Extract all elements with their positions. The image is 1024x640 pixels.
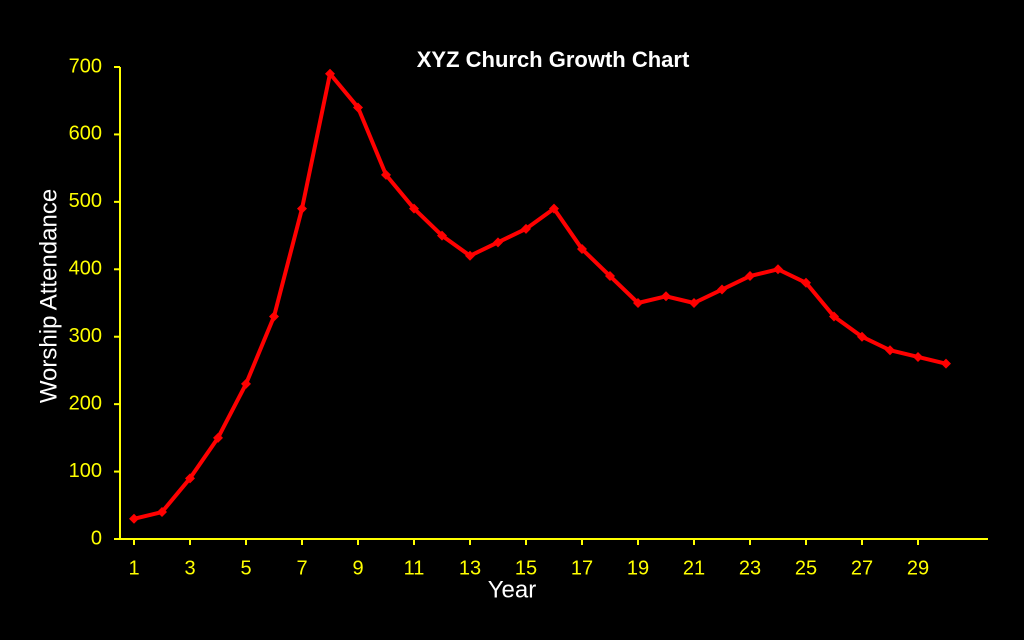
data-point bbox=[801, 277, 811, 288]
data-point bbox=[353, 102, 363, 113]
data-point bbox=[157, 507, 167, 518]
data-point bbox=[577, 244, 587, 255]
data-point bbox=[269, 311, 279, 322]
x-tick-label: 25 bbox=[795, 557, 817, 579]
data-point bbox=[829, 311, 839, 322]
data-point bbox=[409, 203, 419, 214]
data-point bbox=[381, 169, 391, 180]
data-point bbox=[689, 298, 699, 308]
data-point bbox=[185, 473, 195, 484]
data-point bbox=[213, 432, 223, 443]
x-tick-label: 9 bbox=[352, 557, 363, 579]
data-point bbox=[885, 345, 895, 356]
x-tick-label: 19 bbox=[627, 557, 649, 579]
x-tick-label: 7 bbox=[296, 557, 307, 579]
data-point bbox=[549, 203, 559, 214]
x-tick-label: 27 bbox=[851, 557, 873, 579]
x-tick-label: 23 bbox=[739, 557, 761, 579]
data-point bbox=[297, 203, 307, 214]
x-tick-label: 29 bbox=[907, 557, 929, 579]
data-point bbox=[465, 250, 475, 261]
data-point bbox=[633, 298, 643, 308]
x-axis-label: Year bbox=[488, 576, 537, 603]
data-point bbox=[241, 378, 251, 389]
data-point bbox=[521, 223, 531, 234]
chart-title: XYZ Church Growth Chart bbox=[417, 47, 690, 72]
y-tick-label: 500 bbox=[69, 190, 102, 212]
y-tick-label: 600 bbox=[69, 123, 102, 145]
data-point bbox=[605, 271, 615, 282]
y-tick-label: 0 bbox=[91, 527, 102, 549]
y-axis-label: Worship Attendance bbox=[35, 189, 62, 403]
data-point bbox=[493, 237, 503, 248]
x-tick-label: 15 bbox=[515, 557, 537, 579]
data-line bbox=[133, 71, 947, 521]
y-tick-label: 200 bbox=[69, 392, 102, 414]
data-point bbox=[857, 331, 867, 342]
data-point bbox=[325, 68, 335, 79]
data-point bbox=[941, 358, 951, 369]
x-tick-label: 1 bbox=[128, 557, 139, 579]
data-point bbox=[773, 264, 783, 275]
data-point bbox=[437, 230, 447, 241]
data-point bbox=[661, 291, 671, 302]
x-tick-label: 17 bbox=[571, 557, 593, 579]
data-point bbox=[745, 271, 755, 282]
y-tick-label: 100 bbox=[69, 460, 102, 482]
y-tick-label: 400 bbox=[69, 258, 102, 280]
y-tick-label: 300 bbox=[69, 325, 102, 347]
data-point bbox=[717, 284, 727, 295]
x-tick-label: 3 bbox=[184, 557, 195, 579]
x-tick-label: 21 bbox=[683, 557, 705, 579]
data-point bbox=[913, 351, 923, 362]
data-point bbox=[129, 513, 139, 524]
x-tick-label: 5 bbox=[240, 557, 251, 579]
x-tick-label: 13 bbox=[459, 557, 481, 579]
y-tick-label: 700 bbox=[69, 55, 102, 77]
x-tick-label: 11 bbox=[404, 557, 425, 579]
